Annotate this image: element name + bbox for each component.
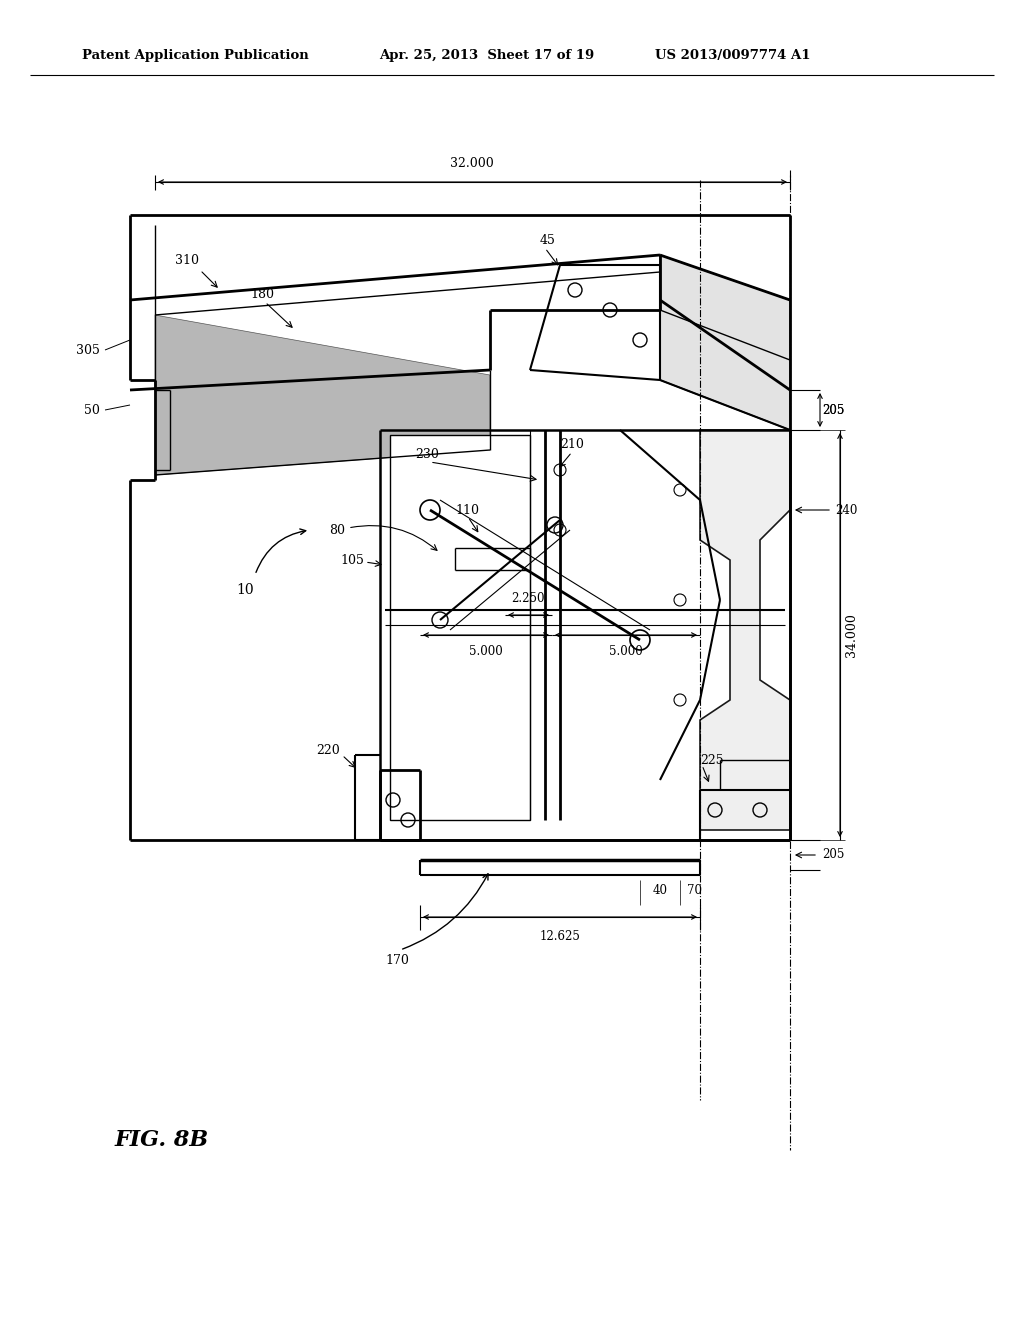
- Text: 34.000: 34.000: [845, 612, 858, 657]
- Text: FIG. 8B: FIG. 8B: [115, 1129, 209, 1151]
- Text: 70: 70: [687, 883, 702, 896]
- Polygon shape: [155, 315, 490, 475]
- Text: Apr. 25, 2013  Sheet 17 of 19: Apr. 25, 2013 Sheet 17 of 19: [379, 49, 594, 62]
- Text: 5.000: 5.000: [469, 645, 503, 657]
- Text: 10: 10: [237, 583, 254, 597]
- Text: 210: 210: [560, 438, 584, 451]
- Text: 45: 45: [540, 234, 556, 247]
- Text: 305: 305: [76, 343, 100, 356]
- Text: 240: 240: [835, 503, 857, 516]
- Text: 225: 225: [700, 754, 724, 767]
- Text: 32.000: 32.000: [451, 157, 494, 170]
- Text: 205: 205: [822, 849, 845, 862]
- Text: 205: 205: [822, 404, 845, 417]
- Text: US 2013/0097774 A1: US 2013/0097774 A1: [655, 49, 811, 62]
- Text: 80: 80: [329, 524, 345, 536]
- Text: Patent Application Publication: Patent Application Publication: [82, 49, 308, 62]
- Text: 105: 105: [340, 553, 364, 566]
- Text: 40: 40: [652, 883, 668, 896]
- Polygon shape: [660, 255, 790, 430]
- Text: 180: 180: [250, 289, 274, 301]
- Text: 170: 170: [385, 953, 409, 966]
- Text: 50: 50: [84, 404, 100, 417]
- Text: 220: 220: [316, 743, 340, 756]
- Polygon shape: [700, 430, 790, 830]
- Text: 310: 310: [175, 253, 199, 267]
- Text: 110: 110: [455, 503, 479, 516]
- Text: 5.000: 5.000: [609, 645, 643, 657]
- Text: 230: 230: [415, 449, 439, 462]
- Polygon shape: [390, 436, 530, 820]
- Text: 2.250: 2.250: [511, 591, 545, 605]
- Text: 12.625: 12.625: [540, 931, 581, 942]
- Text: 205: 205: [822, 404, 845, 417]
